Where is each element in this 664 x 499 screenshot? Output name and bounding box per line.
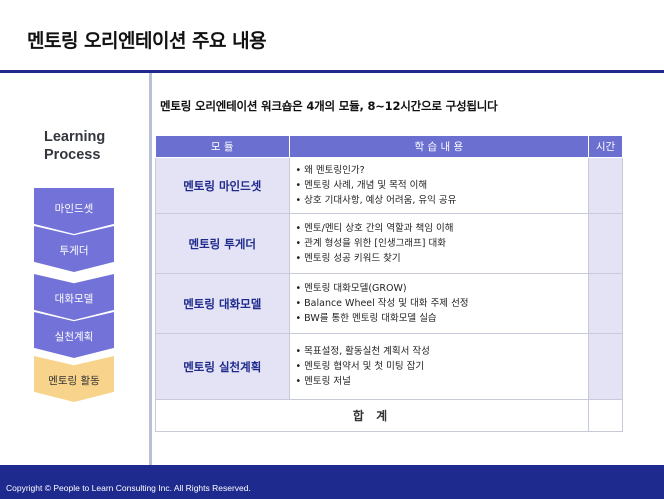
step-label: 마인드셋	[54, 202, 94, 215]
curriculum-table: 모 듈 학 습 내 용 시간 멘토링 마인드셋 • 왜 멘토링인가? • 멘토링…	[154, 135, 623, 432]
content-item: 멘토링 대화모델(GROW)	[304, 283, 407, 294]
content-item: 멘토링 성공 키워드 찾기	[304, 253, 401, 264]
header-time: 시간	[588, 135, 623, 158]
table-header-row: 모 듈 학 습 내 용 시간	[155, 135, 623, 158]
page-title: 멘토링 오리엔테이션 주요 내용	[27, 30, 267, 52]
heading-line-2: Process	[44, 147, 101, 163]
module-content: • 왜 멘토링인가? • 멘토링 사례, 개념 및 목적 이해 • 상호 기대사…	[288, 157, 590, 214]
content-item: 목표설정, 활동실천 계획서 작성	[304, 346, 430, 357]
process-step-mindset: 마인드셋	[34, 188, 114, 234]
content-item: 멘토링 저널	[304, 376, 351, 387]
section-subtitle: 멘토링 오리엔테이션 워크숍은 4개의 모듈, 8~12시간으로 구성됩니다	[160, 99, 498, 113]
table-row: 멘토링 실천계획 • 목표설정, 활동실천 계획서 작성 • 멘토링 협약서 및…	[155, 333, 623, 400]
step-label: 실천계획	[54, 330, 94, 343]
copyright-text: Copyright © People to Learn Consulting I…	[6, 483, 251, 493]
module-content: • 멘토/멘티 상호 간의 역할과 책임 이해 • 관계 형성을 위한 [인생그…	[288, 213, 590, 274]
content-item: 멘토/멘티 상호 간의 역할과 책임 이해	[304, 223, 454, 234]
time-cell	[588, 157, 623, 214]
content-item: 멘토링 협약서 및 첫 미팅 잡기	[304, 361, 425, 372]
content-item: Balance Wheel 작성 및 대화 주제 선정	[304, 298, 469, 309]
module-name: 멘토링 마인드셋	[155, 157, 290, 214]
title-divider	[0, 70, 664, 73]
module-name: 멘토링 대화모델	[155, 273, 290, 334]
time-cell	[588, 213, 623, 274]
header-content: 학 습 내 용	[288, 135, 590, 158]
table-row: 멘토링 투게더 • 멘토/멘티 상호 간의 역할과 책임 이해 • 관계 형성을…	[155, 213, 623, 274]
content-item: 왜 멘토링인가?	[304, 165, 365, 176]
heading-line-1: Learning	[44, 129, 106, 145]
module-content: • 목표설정, 활동실천 계획서 작성 • 멘토링 협약서 및 첫 미팅 잡기 …	[288, 333, 590, 400]
step-label: 멘토링 활동	[48, 374, 100, 387]
module-content: • 멘토링 대화모델(GROW) • Balance Wheel 작성 및 대화…	[288, 273, 590, 334]
header-module: 모 듈	[155, 135, 290, 158]
vertical-divider	[149, 73, 152, 465]
table-row: 멘토링 마인드셋 • 왜 멘토링인가? • 멘토링 사례, 개념 및 목적 이해…	[155, 157, 623, 214]
process-step-mentoring-activity: 멘토링 활동	[34, 356, 114, 402]
total-label: 합 계	[154, 399, 590, 432]
module-name: 멘토링 투게더	[155, 213, 290, 274]
table-total-row: 합 계	[154, 399, 623, 432]
content-item: BW를 통한 멘토링 대화모델 실습	[304, 313, 437, 324]
module-name: 멘토링 실천계획	[155, 333, 290, 400]
learning-process-heading: Learning Process	[44, 128, 105, 164]
time-cell	[588, 333, 623, 400]
footer-bar: Copyright © People to Learn Consulting I…	[0, 465, 664, 499]
content-item: 관계 형성을 위한 [인생그래프] 대화	[304, 238, 446, 249]
time-cell	[588, 273, 623, 334]
content-item: 멘토링 사례, 개념 및 목적 이해	[304, 180, 428, 191]
process-step-dialogue-model: 대화모델	[34, 274, 114, 320]
step-label: 투게더	[59, 244, 89, 257]
content-item: 상호 기대사항, 예상 어려움, 유익 공유	[304, 195, 457, 206]
total-time-cell	[588, 399, 623, 432]
step-label: 대화모델	[54, 292, 94, 305]
table-row: 멘토링 대화모델 • 멘토링 대화모델(GROW) • Balance Whee…	[155, 273, 623, 334]
